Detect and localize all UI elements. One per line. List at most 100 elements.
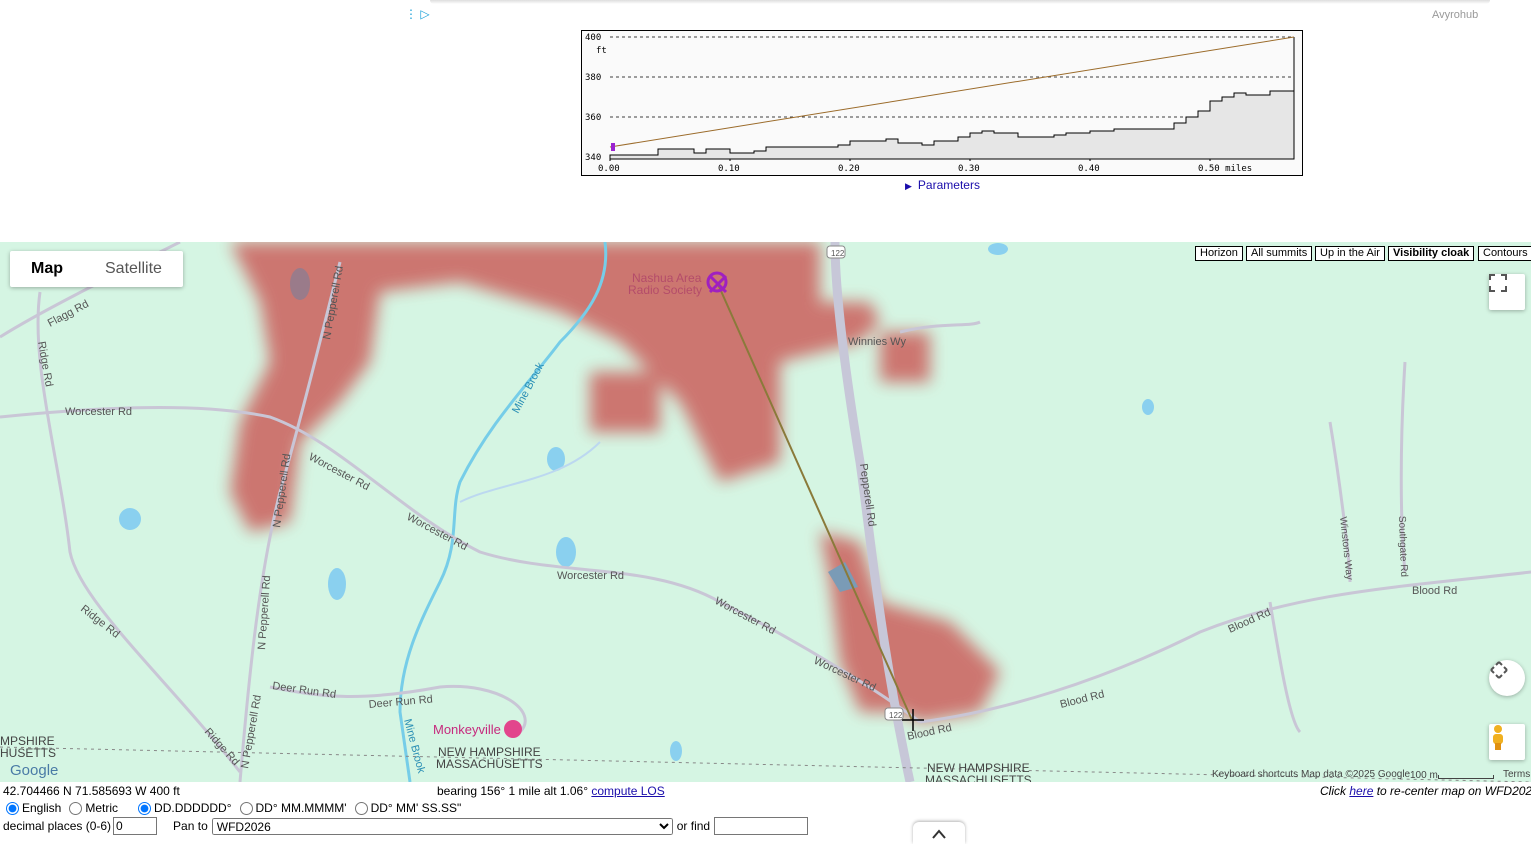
nashua-label: Nashua Area (632, 271, 702, 285)
map-type-satellite-button[interactable]: Satellite (105, 260, 162, 277)
ma-state-label: MASSACHUSETTS (436, 757, 543, 771)
hotel-poi-icon[interactable] (504, 720, 522, 738)
or-find-label: or find (676, 819, 711, 833)
deer-run-rd-label: Deer Run Rd (272, 680, 337, 701)
x-tick-label: 0.00 (598, 164, 620, 174)
triangle-right-icon: ▶ (905, 181, 912, 191)
parameters-toggle[interactable]: ▶ Parameters (905, 178, 980, 192)
compute-los-link[interactable]: compute LOS (591, 784, 665, 798)
collapse-button[interactable] (913, 822, 965, 844)
contours-button[interactable]: Contours (1478, 246, 1531, 261)
road-network (0, 242, 1531, 782)
y-tick-label: 400 (585, 33, 601, 43)
state-line (0, 746, 1531, 782)
recenter-here-link[interactable]: here (1349, 784, 1374, 798)
nh-state-label-3: MPSHIRE (0, 734, 55, 748)
pan-to-select[interactable]: WFD2026 (211, 817, 673, 835)
fullscreen-icon (1489, 274, 1507, 292)
mine-brook-label: Mine Brook (510, 360, 547, 415)
route-shield-icon (884, 707, 904, 721)
route-shield-icon (826, 245, 846, 259)
monkeyville-label[interactable]: Monkeyville (433, 722, 501, 737)
y-tick-label: 340 (585, 153, 601, 163)
observer-marker (611, 143, 615, 151)
crosshair-icon[interactable] (902, 709, 924, 731)
x-tick-label: 0.20 (838, 164, 860, 174)
ddmmss-label: DD° MM' SS.SS" (370, 801, 462, 815)
y-tick-label: 360 (585, 113, 601, 123)
ddmm-radio[interactable] (239, 801, 253, 815)
recenter-target-label: to re-center map on WFD2026 (1373, 784, 1531, 798)
flagg-rd-label: Flagg Rd (46, 298, 91, 330)
worcester-rd-label: Worcester Rd (65, 406, 132, 418)
coordinates-readout: 42.704466 N 71.585693 W 400 ft (3, 784, 180, 798)
water-bodies (119, 243, 1154, 761)
fullscreen-button[interactable] (1489, 274, 1525, 310)
ddmmss-radio[interactable] (354, 801, 368, 815)
bearing-info: bearing 156° 1 mile alt 1.06° compute LO… (437, 784, 665, 798)
ma-state-label-2: MASSACHUSETTS (925, 773, 1032, 782)
metric-radio[interactable] (69, 801, 83, 815)
pan-to-label: Pan to (173, 819, 208, 833)
deer-run-rd-label-2: Deer Run Rd (368, 693, 433, 711)
x-tick-label: 0.10 (718, 164, 740, 174)
worcester-rd-label-4: Worcester Rd (557, 570, 624, 582)
ad-brand-label[interactable]: Avyrohub (1432, 9, 1479, 21)
elevation-profile-chart: 400 380 360 340 ft 0.00 0.10 0.20 0.30 0.40 0.50 m… (581, 30, 1303, 176)
scale-label: 100 m (1410, 770, 1438, 781)
profile-svg: 400 380 360 340 ft 0.00 0.10 0.20 0.30 0.40 0.50 m… (585, 33, 1295, 174)
move-arrows-icon (1490, 661, 1508, 679)
map-type-map-button[interactable]: Map (31, 260, 63, 277)
map-canvas[interactable]: 122 122 Nashua Area Radio Society Flagg … (0, 242, 1531, 782)
pepperell-rd-highway (830, 242, 915, 782)
terrain-profile-area (609, 37, 1295, 160)
ad-choices-icon[interactable]: ⋮ ▷ (405, 7, 430, 21)
location-marker-icon[interactable] (706, 271, 728, 294)
camera-control-button[interactable] (1489, 660, 1525, 696)
worcester-rd-label-5: Worcester Rd (713, 595, 778, 637)
ddmm-label: DD° MM.MMMM' (255, 801, 347, 815)
ridge-rd-label: Ridge Rd (35, 340, 55, 387)
ma-state-label-3: HUSETTS (0, 746, 56, 760)
all-summits-button[interactable]: All summits (1246, 246, 1313, 261)
stream-branch (459, 441, 601, 503)
map-layer: 122 122 Nashua Area Radio Society Flagg … (0, 242, 1531, 782)
dd-radio[interactable] (138, 801, 152, 815)
x-tick-label: 0.50 miles (1198, 164, 1252, 174)
chevron-up-icon (932, 829, 946, 839)
keyboard-shortcuts-link[interactable]: Keyboard shortcuts (1212, 769, 1299, 780)
bearing-text: bearing 156° 1 mile alt 1.06° (437, 784, 589, 798)
recenter-text: Click here to re-center map on WFD2026 (1320, 784, 1531, 798)
route-122-label: 122 (889, 711, 903, 720)
nh-state-label-2: NEW HAMPSHIRE (927, 761, 1030, 775)
dd-label: DD.DDDDDD° (154, 801, 232, 815)
n-pepperell-rd-label-4: N Pepperell Rd (239, 694, 264, 770)
y-unit-label: ft (596, 46, 607, 56)
english-radio[interactable] (6, 801, 19, 815)
pegman-icon (1493, 725, 1503, 750)
route-122-label: 122 (831, 249, 845, 258)
units-row: English Metric DD.DDDDDD° DD° MM.MMMM' D… (4, 801, 461, 815)
street-view-button[interactable] (1489, 724, 1525, 760)
winnies-wy-label: Winnies Wy (848, 336, 906, 348)
pan-row: decimal places (0-6) Pan to WFD2026 or f… (3, 817, 809, 835)
recenter-click-label: Click (1320, 784, 1350, 798)
map-type-control: Map Satellite (10, 251, 183, 287)
find-input[interactable] (714, 817, 809, 835)
blood-rd-label-2: Blood Rd (1059, 688, 1106, 711)
southgate-rd-label: Southgate Rd (1396, 516, 1409, 578)
up-in-the-air-button[interactable]: Up in the Air (1315, 246, 1385, 261)
metric-label: Metric (85, 801, 119, 815)
horizon-button[interactable]: Horizon (1195, 246, 1243, 261)
ad-banner-edge (430, 0, 1490, 4)
terms-link[interactable]: Terms (1503, 769, 1531, 780)
y-tick-label: 380 (585, 73, 601, 83)
google-logo[interactable]: Google (10, 762, 58, 779)
english-label: English (22, 801, 62, 815)
decimal-places-input[interactable] (113, 817, 158, 835)
x-tick-label: 0.30 (958, 164, 980, 174)
decimal-places-label: decimal places (0-6) (3, 819, 112, 833)
winstons-way-label: Winstons Way (1337, 516, 1355, 580)
visibility-cloak-overlay (230, 242, 1000, 722)
visibility-cloak-button[interactable]: Visibility cloak (1388, 246, 1475, 261)
